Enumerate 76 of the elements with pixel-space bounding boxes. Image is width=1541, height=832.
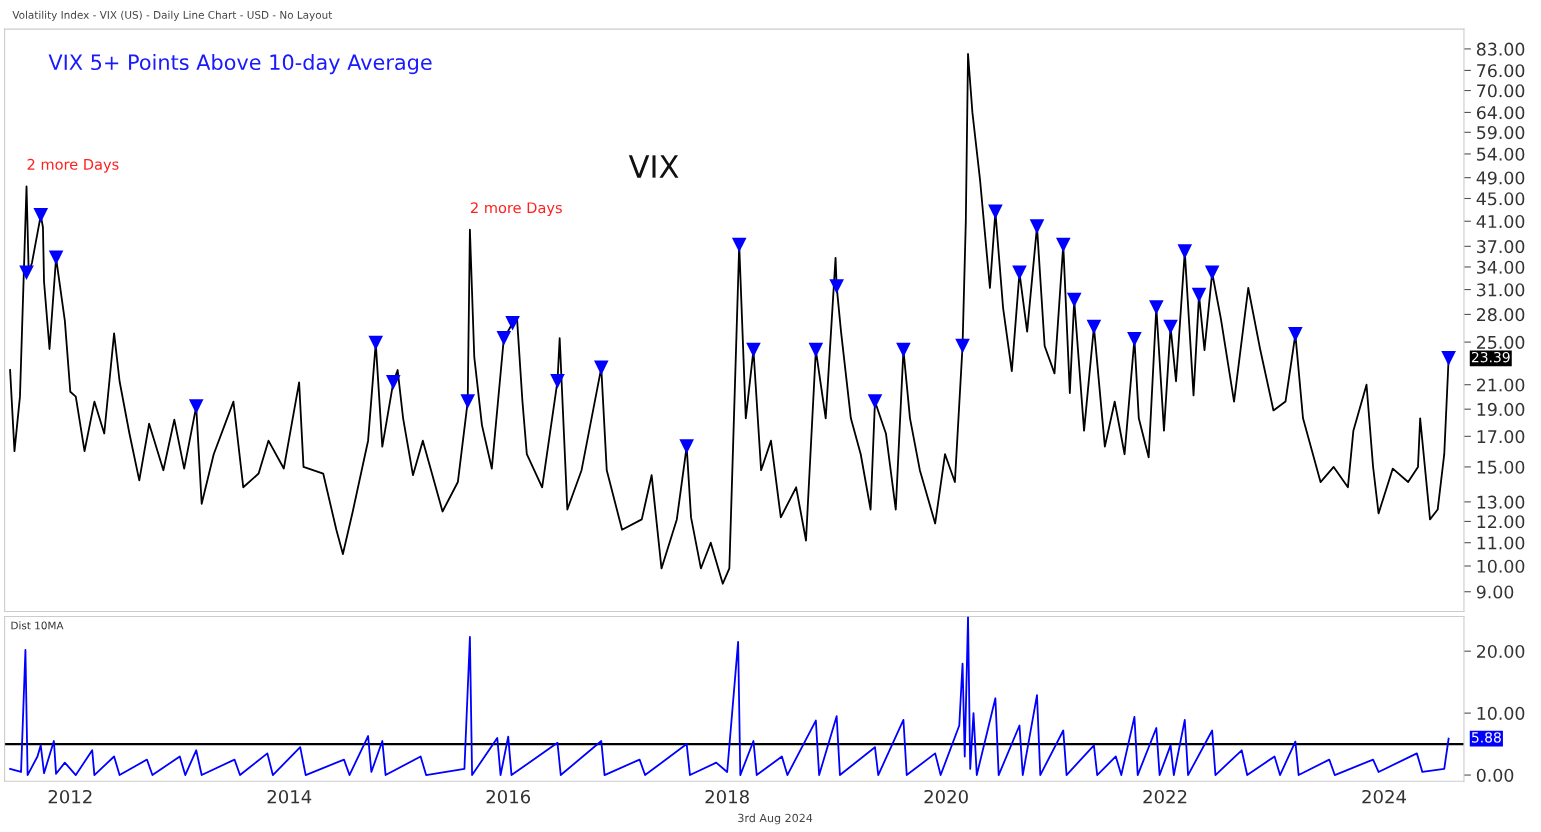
annotation: VIX: [628, 155, 679, 178]
point: [496, 330, 512, 346]
point: [1441, 351, 1456, 366]
point: [1029, 219, 1045, 234]
point: [550, 373, 565, 389]
point: [679, 439, 694, 454]
point: [1163, 319, 1178, 335]
y-tick-label: 37.00: [1477, 240, 1525, 254]
point: [867, 394, 883, 409]
text: Volatility Index - VIX (US) - Daily Line Chart - USD - No Layout: [12, 10, 333, 21]
point: [33, 208, 49, 223]
y-tick-label: 13.00: [1477, 495, 1525, 509]
y-tick-label: 70.00: [1477, 84, 1525, 98]
y-tick-label: 45.00: [1476, 192, 1525, 206]
y-tick-label: 10.00: [1477, 559, 1525, 573]
y-tick-label: 19.00: [1477, 402, 1525, 416]
point: [1055, 237, 1071, 253]
point: [505, 316, 520, 331]
y-tick-label: 31.00: [1477, 283, 1525, 297]
text: VIX 5+ Points Above 10-day Average: [48, 53, 432, 75]
y-tick-label: 21.00: [1477, 378, 1525, 392]
annotation: 2 more Days: [470, 202, 562, 217]
y-tick-label: 64.00: [1476, 106, 1525, 120]
point: [896, 342, 911, 358]
point: [385, 375, 401, 390]
point: [1149, 300, 1164, 315]
point: [808, 342, 824, 358]
y-tick-label: 0.00: [1476, 768, 1514, 782]
x-tick-label: 2016: [486, 789, 531, 804]
y-tick-label: 11.00: [1477, 536, 1525, 550]
point: [731, 237, 747, 253]
point: [19, 265, 34, 281]
x-tick-label: 2014: [267, 789, 312, 804]
chart-title: Dist 10MA: [11, 621, 64, 630]
annotation: 5.88: [1471, 732, 1501, 743]
x-tick-label: 2018: [705, 789, 749, 804]
x-tick-label: 2020: [924, 789, 968, 804]
y-tick-label: 12.00: [1477, 515, 1525, 529]
point: [1127, 331, 1142, 347]
point: [1086, 319, 1102, 335]
y-tick-label: 28.00: [1477, 308, 1525, 322]
y-tick-label: 25.00: [1477, 335, 1525, 349]
y-tick-label: 15.00: [1477, 460, 1525, 474]
point: [955, 338, 970, 354]
y-tick-label: 59.00: [1477, 126, 1525, 140]
x-tick-label: 2022: [1143, 789, 1187, 804]
point: [829, 279, 844, 294]
point: [188, 399, 204, 414]
y-tick-label: 17.00: [1477, 430, 1525, 444]
point: [746, 342, 761, 358]
point: [1066, 292, 1082, 308]
y-tick-label: 10.00: [1477, 706, 1525, 720]
x-tick-label: 2024: [1362, 789, 1406, 804]
y-tick-label: 76.00: [1477, 64, 1525, 78]
text: 3rd Aug 2024: [738, 813, 813, 825]
y-tick-label: 34.00: [1477, 260, 1525, 274]
point: [988, 204, 1003, 220]
point: [1288, 327, 1303, 342]
point: [593, 360, 609, 376]
y-tick-label: 54.00: [1477, 147, 1525, 161]
point: [460, 394, 475, 409]
point: [1177, 244, 1193, 259]
point: [1012, 265, 1027, 281]
point: [48, 250, 64, 266]
point: [1204, 265, 1220, 281]
x-tick-label: 2012: [48, 789, 92, 804]
point: [1191, 287, 1207, 303]
annotation: 2 more Days: [27, 158, 119, 173]
y-tick-label: 49.00: [1476, 171, 1525, 185]
y-tick-label: 41.00: [1476, 214, 1525, 229]
y-tick-label: 20.00: [1477, 644, 1525, 659]
point: [368, 335, 384, 351]
annotation: 23.39: [1471, 351, 1510, 363]
line-series: [9, 616, 1450, 776]
y-tick-label: 83.00: [1476, 42, 1525, 56]
y-tick-label: 9.00: [1476, 585, 1514, 599]
